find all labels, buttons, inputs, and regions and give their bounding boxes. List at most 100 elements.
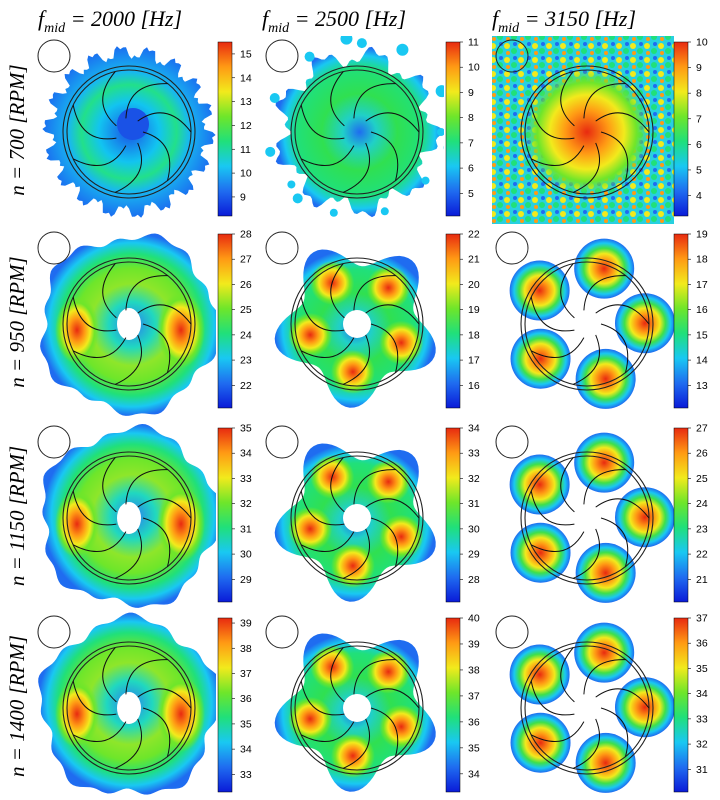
colorbar-tick-label: 22 — [468, 229, 480, 241]
hub-spot — [117, 108, 149, 140]
panel-r4-c2: 40 39 38 37 36 35 34 — [265, 613, 480, 793]
colorbar — [673, 427, 689, 603]
row-label-2: n = 950 [RPM] — [5, 256, 29, 387]
fan-blade — [365, 304, 420, 325]
fan-blade — [125, 275, 168, 311]
reference-circle — [265, 231, 299, 265]
colorbar-tick-label: 33 — [240, 769, 252, 781]
sound-field — [509, 238, 674, 409]
colorbar-tick-label: 31 — [468, 498, 480, 510]
reference-circle — [37, 615, 71, 649]
colorbar-tick-label: 17 — [696, 279, 708, 291]
fan-blade — [300, 337, 355, 358]
colorbar-tick-label: 33 — [696, 713, 708, 725]
fan-blade — [365, 688, 420, 709]
fan-blade — [365, 498, 420, 519]
fan-blade — [560, 457, 575, 513]
sound-field — [40, 233, 216, 416]
fan-outline — [290, 257, 424, 391]
reference-circle — [37, 425, 71, 459]
colorbar-tick-label: 13 — [696, 380, 708, 392]
colorbar-tick-label: 19 — [468, 304, 480, 316]
hotspot — [525, 70, 649, 194]
colorbar-tick-label: 10 — [696, 37, 708, 49]
panel-r4-c3: 37 36 35 34 33 32 31 — [495, 613, 708, 793]
fan-blade — [125, 83, 168, 119]
sound-field — [42, 424, 216, 608]
fan-blade — [572, 334, 600, 385]
hub-hole — [117, 502, 141, 534]
colorbar-tick-label: 9 — [696, 62, 702, 74]
colorbar-tick-label: 25 — [240, 304, 252, 316]
panel-r2-c3: 19 18 17 16 15 14 13 — [495, 229, 708, 409]
column-header-2: fmid = 2500 [Hz] — [262, 6, 406, 36]
fan-blade — [595, 688, 650, 709]
lobe — [574, 622, 635, 683]
reference-circle — [495, 231, 529, 265]
fan-outline — [290, 641, 424, 775]
fan-blade — [72, 145, 127, 166]
colorbar-tick-label: 31 — [696, 764, 708, 776]
fan-outline — [520, 641, 654, 775]
colorbar-tick-label: 35 — [240, 718, 252, 730]
fan-blade — [330, 71, 345, 127]
noise-speck — [265, 146, 276, 157]
fan-blade — [300, 104, 345, 140]
hotspot — [157, 676, 205, 752]
fan-blade — [300, 145, 355, 166]
reference-circle — [265, 615, 299, 649]
fan-blade — [142, 517, 171, 567]
fan-blade — [72, 490, 117, 526]
sound-field — [492, 36, 674, 224]
colorbar-tick-label: 34 — [468, 423, 480, 435]
fan-blade — [353, 469, 396, 505]
sound-field — [265, 36, 444, 218]
colorbar-tick-label: 29 — [240, 574, 252, 586]
fan-blade — [342, 142, 370, 193]
colorbar-tick-label: 28 — [240, 229, 252, 241]
lobe — [510, 712, 571, 773]
fan-outline — [62, 257, 196, 391]
colorbar-tick-label: 26 — [696, 448, 708, 460]
colorbar-tick-label: 39 — [468, 638, 480, 650]
colorbar-tick-label: 31 — [240, 523, 252, 535]
fan-blade — [583, 659, 626, 695]
lobe — [575, 732, 636, 793]
fan-outline — [520, 65, 654, 199]
sound-field — [274, 249, 436, 408]
panel-r1-c3: 10 9 8 7 6 5 4 — [492, 36, 708, 224]
lobe — [510, 328, 571, 389]
lobe — [509, 454, 570, 515]
hotspot — [366, 265, 411, 310]
hotspot — [330, 543, 375, 588]
reference-circle — [265, 39, 299, 73]
fan-blade — [572, 718, 600, 769]
hub-hole — [343, 310, 371, 338]
colorbar-tick-label: 10 — [468, 62, 480, 74]
colorbar-tick-label: 9 — [468, 87, 474, 99]
fan-blade — [600, 517, 629, 567]
colorbar-tick-label: 18 — [468, 329, 480, 341]
colorbar-tick-label: 34 — [696, 688, 708, 700]
hotspot — [379, 320, 424, 365]
fan-blade — [530, 721, 585, 742]
fan-blade — [72, 337, 127, 358]
fan-blade — [353, 659, 396, 695]
colorbar-tick-label: 22 — [696, 549, 708, 561]
noise-speck — [269, 92, 280, 103]
lobe — [510, 522, 571, 583]
colorbar-tick-label: 6 — [696, 139, 702, 151]
panel-r1-c1: 15 14 13 12 11 10 9 — [37, 39, 252, 218]
fan-blade — [370, 131, 399, 181]
colorbar-tick-label: 6 — [468, 163, 474, 175]
colorbar-tick-label: 16 — [696, 304, 708, 316]
fan-blade — [572, 142, 600, 193]
fan-blade — [365, 112, 420, 133]
colorbar-tick-label: 21 — [696, 574, 708, 586]
colorbar-tick-label: 11 — [468, 37, 479, 49]
colorbar-tick-label: 34 — [468, 768, 480, 780]
colorbar-tick-label: 32 — [696, 739, 708, 751]
hub-hole — [117, 308, 141, 340]
fan-blade — [72, 296, 117, 332]
